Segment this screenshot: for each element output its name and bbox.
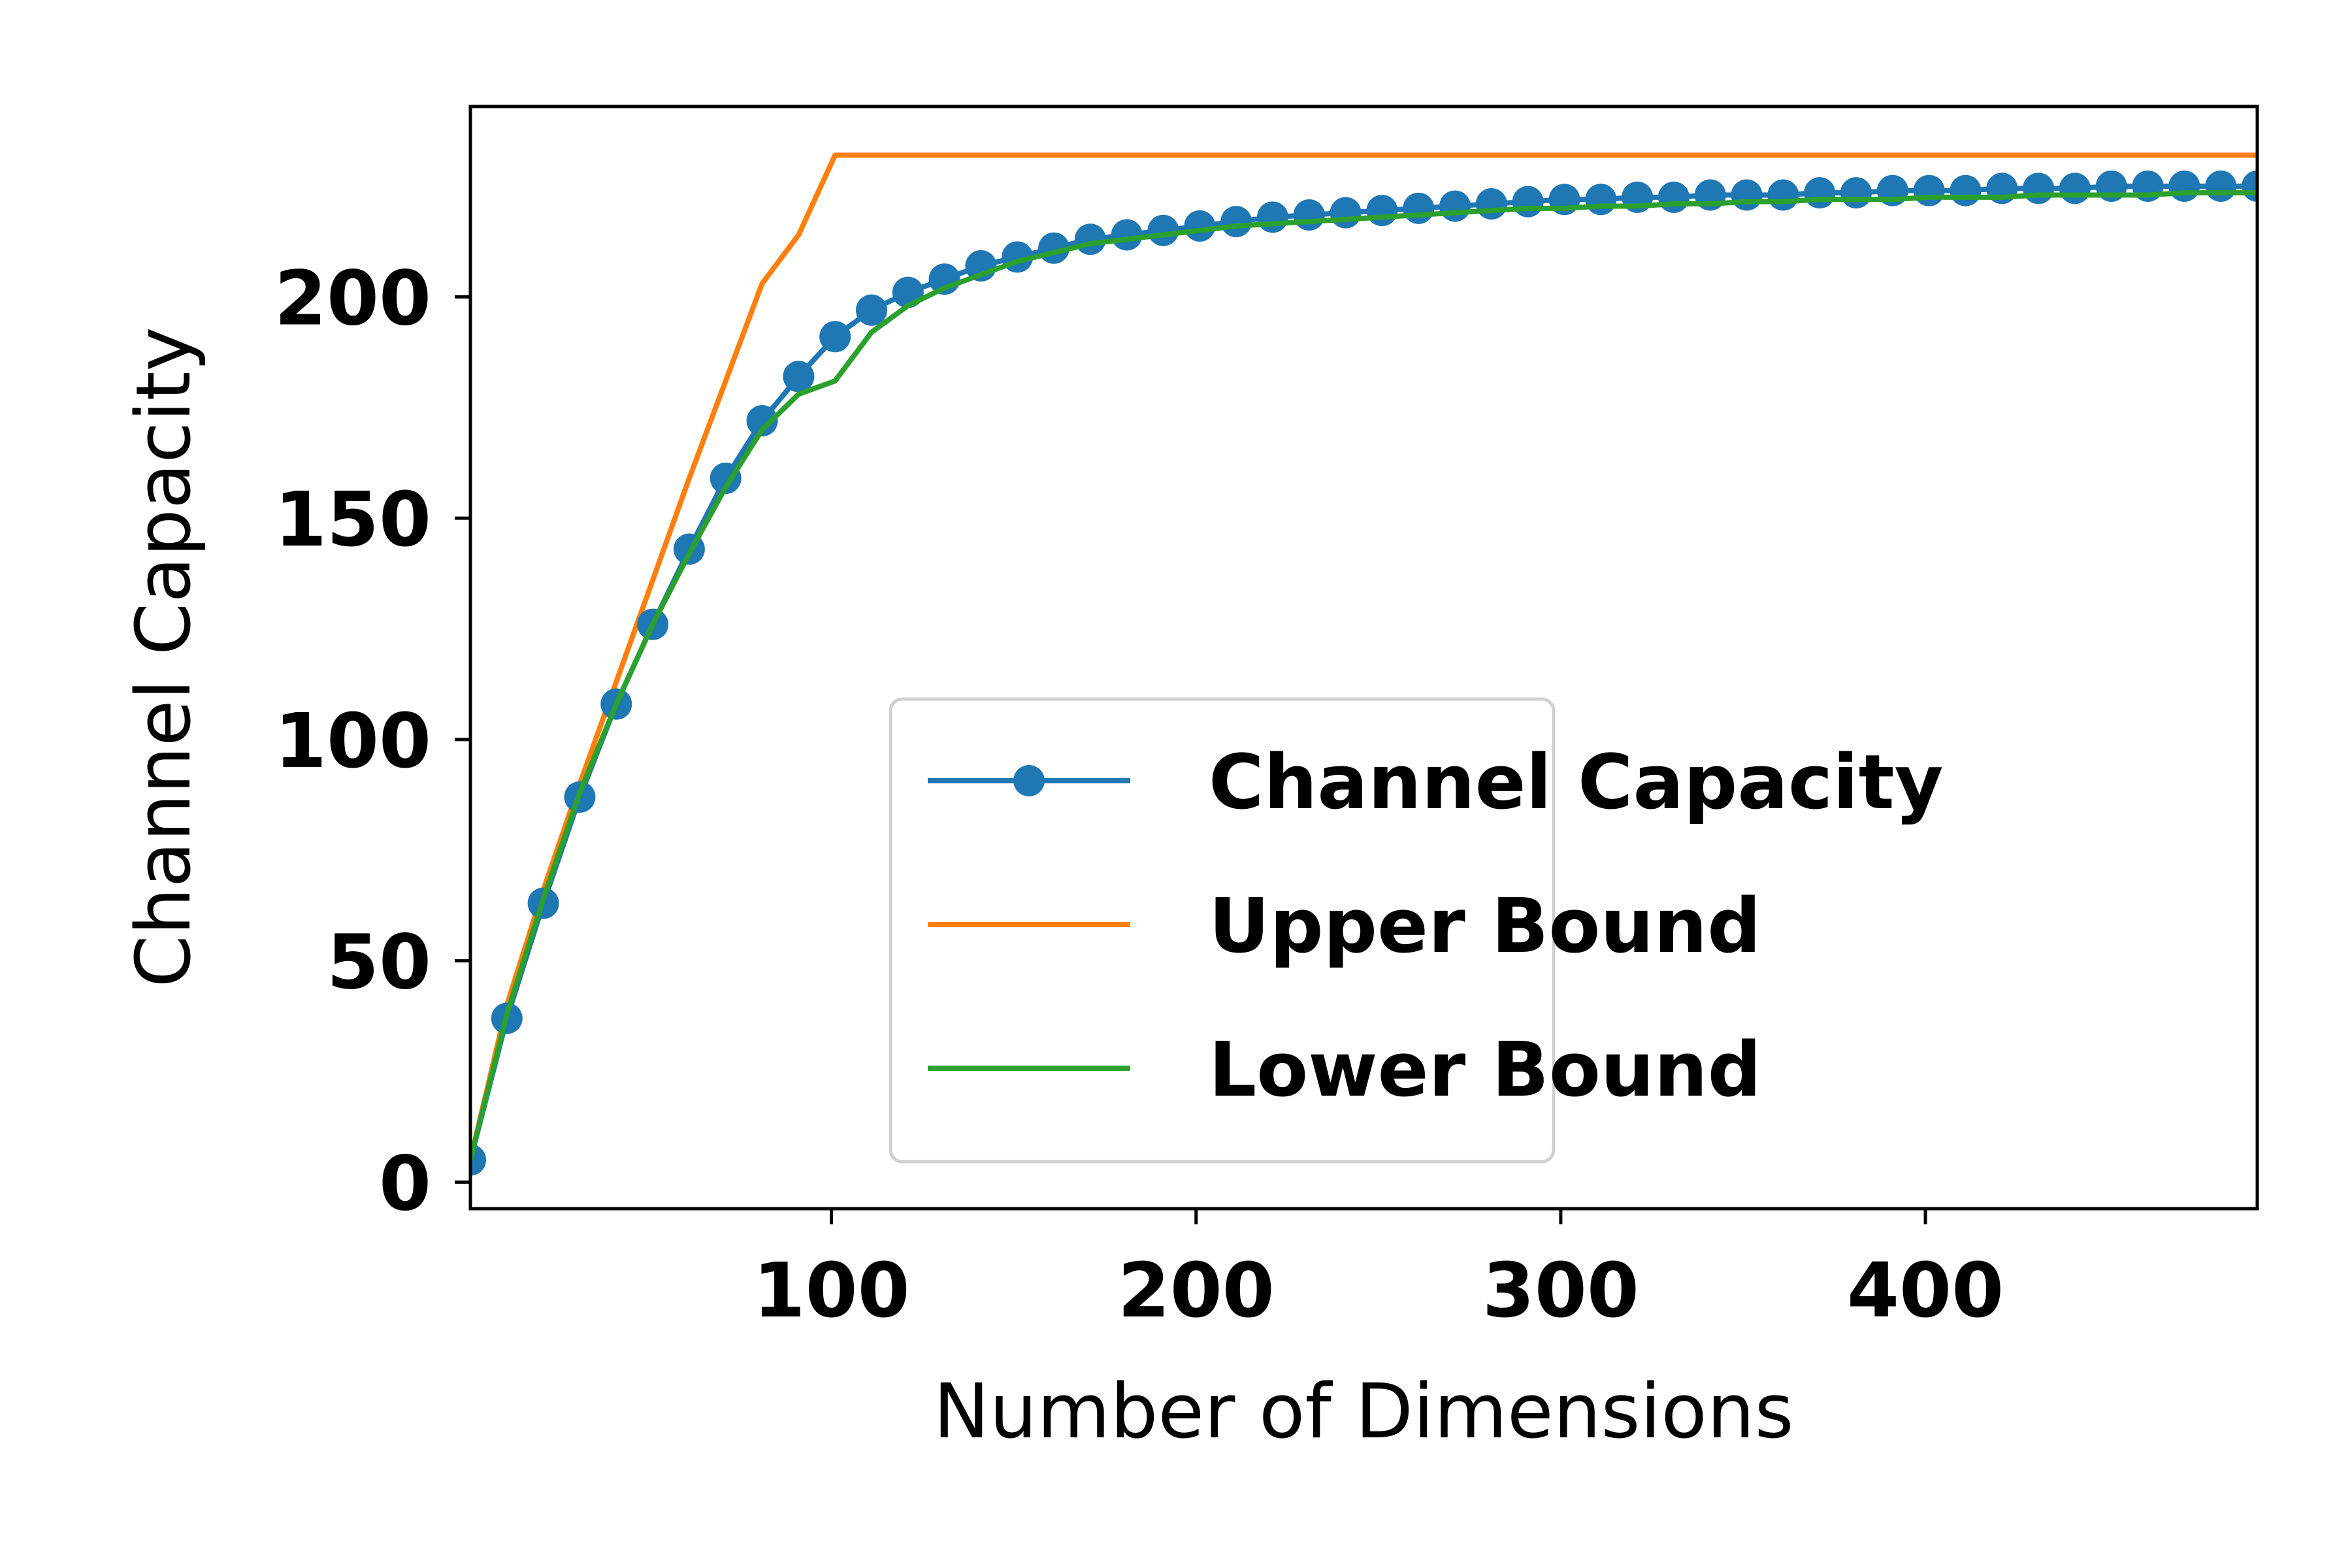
- data-point: [1330, 197, 1362, 229]
- x-axis: 100 200 300 400: [753, 1209, 2004, 1335]
- plot-frame: [468, 105, 2259, 1211]
- data-point: [1950, 174, 1982, 206]
- lower-bound-legend-label: Lower Bound: [1209, 1026, 1761, 1114]
- data-point: [1658, 181, 1690, 213]
- data-point: [1512, 186, 1544, 218]
- lower-bound-line: [470, 190, 2257, 1161]
- x-tick-label: 100: [753, 1247, 910, 1335]
- upper-bound-legend-label: Upper Bound: [1209, 883, 1761, 970]
- data-point: [2059, 172, 2091, 204]
- data-point: [1366, 195, 1398, 227]
- channel-capacity-legend-label: Channel Capacity: [1209, 739, 1944, 826]
- data-point: [1111, 219, 1143, 251]
- y-axis-label: Channel Capacity: [120, 327, 208, 987]
- data-point: [1767, 179, 1799, 211]
- data-point: [1804, 177, 1836, 209]
- plot-area: [470, 152, 2257, 1176]
- data-point: [2205, 170, 2237, 202]
- y-tick-label: 200: [274, 255, 431, 342]
- data-point: [1074, 223, 1106, 255]
- x-axis-label: Number of Dimensions: [933, 1368, 1793, 1456]
- data-point: [1403, 192, 1435, 224]
- y-axis: 0 50 100 150 200: [274, 255, 470, 1228]
- data-point: [1731, 179, 1763, 211]
- x-tick-label: 300: [1482, 1247, 1639, 1335]
- x-tick-label: 400: [1847, 1247, 2004, 1335]
- data-point: [1256, 201, 1288, 233]
- y-tick-label: 150: [274, 476, 431, 564]
- data-point: [1840, 177, 1872, 209]
- data-point: [1913, 174, 1945, 206]
- x-tick-label: 200: [1118, 1247, 1275, 1335]
- data-point: [1475, 188, 1507, 220]
- data-point: [1439, 190, 1471, 222]
- data-point: [1184, 210, 1216, 242]
- legend: Channel Capacity Upper Bound Lower Bound: [889, 697, 1944, 1164]
- data-point: [746, 405, 778, 437]
- channel-capacity-legend-marker: [1013, 765, 1045, 796]
- legend-box: [889, 697, 1556, 1164]
- y-tick-label: 100: [274, 698, 431, 785]
- lower-bound-series: [470, 190, 2257, 1161]
- data-point: [1293, 199, 1325, 231]
- data-point: [2168, 170, 2200, 202]
- data-point: [855, 294, 887, 326]
- y-tick-label: 0: [379, 1140, 431, 1228]
- data-point: [2023, 172, 2055, 204]
- data-point: [1220, 206, 1252, 238]
- data-point: [1585, 184, 1617, 216]
- data-point: [819, 321, 851, 353]
- data-point: [1147, 214, 1179, 246]
- data-point: [783, 361, 815, 393]
- y-tick-label: 50: [327, 919, 431, 1007]
